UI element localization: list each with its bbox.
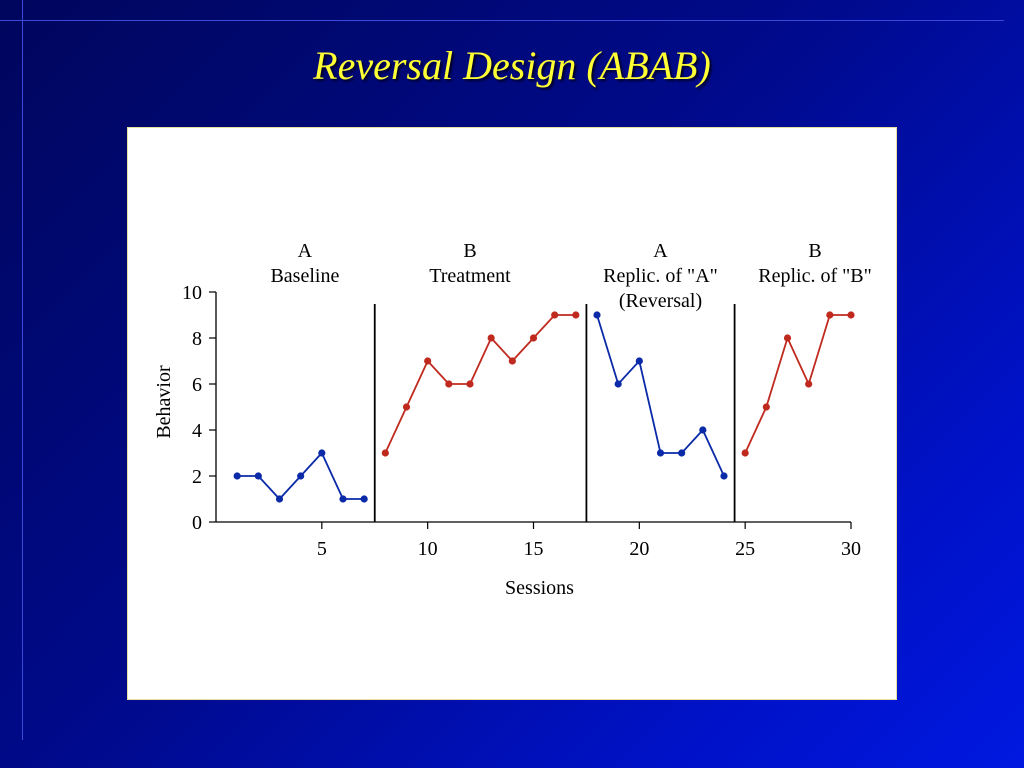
data-point — [254, 472, 262, 480]
data-point — [805, 380, 813, 388]
y-tick-label: 6 — [192, 374, 202, 396]
data-point — [572, 311, 580, 319]
y-tick-label: 0 — [192, 512, 202, 534]
phase-dividers — [373, 304, 736, 522]
data-point — [741, 449, 749, 457]
data-point — [529, 334, 538, 342]
x-tick-label: 30 — [841, 538, 861, 560]
data-point — [508, 357, 516, 365]
phase-letter: A — [653, 240, 668, 262]
data-point — [487, 334, 495, 342]
data-point — [402, 403, 411, 411]
y-axis-label: Behavior — [153, 365, 175, 439]
data-point — [635, 357, 643, 365]
x-tick-label: 15 — [524, 538, 544, 560]
data-point — [233, 472, 241, 480]
y-tick-label: 2 — [192, 466, 202, 488]
data-point — [593, 311, 601, 319]
x-tick-label: 10 — [418, 538, 438, 560]
data-point — [826, 311, 834, 319]
phase-letter: B — [463, 240, 476, 262]
data-point — [275, 495, 284, 503]
frame-line-horizontal — [0, 20, 1004, 21]
data-point — [424, 357, 432, 365]
phase-label: Treatment — [429, 265, 511, 287]
phase-labels: A Baseline B Treatment A Replic. of "A" (Rever… — [270, 240, 871, 312]
data-point — [699, 426, 707, 434]
axes: 5 10 15 20 25 30 0 2 4 6 8 10 — [182, 282, 861, 560]
phase-letter: B — [808, 240, 821, 262]
data-point — [783, 334, 792, 342]
data-series — [233, 311, 855, 503]
x-tick-label: 5 — [317, 538, 327, 560]
x-tick-label: 20 — [629, 538, 649, 560]
y-tick-label: 4 — [192, 420, 202, 442]
chart-panel: 5 10 15 20 25 30 0 2 4 6 8 10 A Baseline B Treatment A R… — [127, 127, 897, 700]
data-point — [720, 472, 728, 480]
data-point — [678, 449, 686, 457]
phase-label: Replic. of "A" — [603, 265, 718, 287]
data-point — [339, 495, 347, 503]
phase-sublabel: (Reversal) — [619, 290, 702, 312]
data-point — [847, 311, 855, 319]
phase-label: Replic. of "B" — [758, 265, 872, 287]
data-point — [466, 380, 474, 388]
phase-letter: A — [298, 240, 313, 262]
y-tick-label: 8 — [192, 328, 202, 350]
series-line-B — [744, 314, 851, 454]
data-point — [614, 380, 622, 388]
data-point — [297, 472, 305, 480]
data-point — [762, 403, 770, 411]
slide-title: Reversal Design (ABAB) — [313, 43, 711, 88]
data-point — [656, 449, 665, 457]
data-point — [360, 495, 368, 503]
x-axis-label: Sessions — [505, 577, 574, 599]
x-tick-label: 25 — [735, 538, 755, 560]
data-point — [445, 380, 453, 388]
data-point — [318, 449, 326, 457]
data-point — [551, 311, 559, 319]
phase-label: Baseline — [270, 265, 339, 287]
frame-line-vertical — [22, 0, 23, 740]
series-line-B — [384, 314, 576, 454]
y-tick-label: 10 — [182, 282, 202, 304]
data-point — [381, 449, 389, 457]
